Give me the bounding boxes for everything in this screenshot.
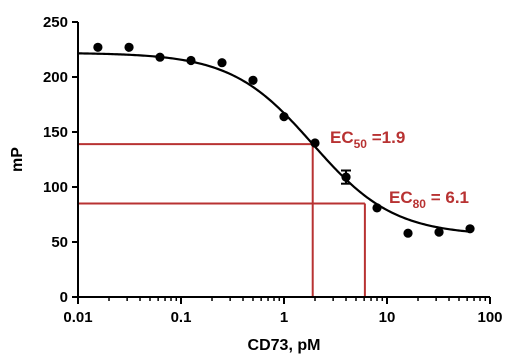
y-tick-label: 150 (43, 124, 68, 141)
ec80-label: EC80 = 6.1 (389, 188, 469, 211)
fit-curve-layer (77, 52, 471, 233)
x-tick-label: 0.1 (171, 309, 192, 326)
x-tick-label: 100 (477, 309, 502, 326)
y-tick-label: 200 (43, 69, 68, 86)
data-point (403, 228, 413, 238)
data-point (434, 227, 444, 237)
data-point (341, 172, 351, 182)
data-points (93, 42, 475, 238)
guide-lines (78, 143, 366, 297)
data-point (93, 42, 103, 52)
axes (72, 21, 491, 304)
y-tick-label: 100 (43, 179, 68, 196)
fit-curve (77, 52, 471, 233)
ec50-label: EC50 =1.9 (330, 128, 405, 151)
y-tick-label: 50 (51, 234, 68, 251)
data-point (372, 203, 382, 213)
data-point (186, 55, 196, 66)
data-point (155, 52, 165, 62)
data-point (217, 58, 227, 68)
x-axis-title: CD73, pM (248, 337, 321, 354)
tick-labels: 0 50 100 150 200 250 0.01 0.1 1 10 100 (43, 14, 503, 326)
annotations: EC50 =1.9 EC80 = 6.1 (330, 128, 469, 211)
y-tick-label: 0 (60, 289, 68, 306)
y-tick-label: 250 (43, 14, 68, 31)
x-tick-label: 0.01 (63, 309, 92, 326)
data-point (465, 224, 475, 234)
x-tick-label: 10 (379, 309, 396, 326)
data-point (124, 42, 134, 52)
data-point (248, 75, 258, 85)
y-axis-title: mP (9, 147, 26, 172)
x-tick-label: 1 (280, 309, 288, 326)
data-point (310, 138, 320, 148)
data-point (279, 112, 289, 122)
